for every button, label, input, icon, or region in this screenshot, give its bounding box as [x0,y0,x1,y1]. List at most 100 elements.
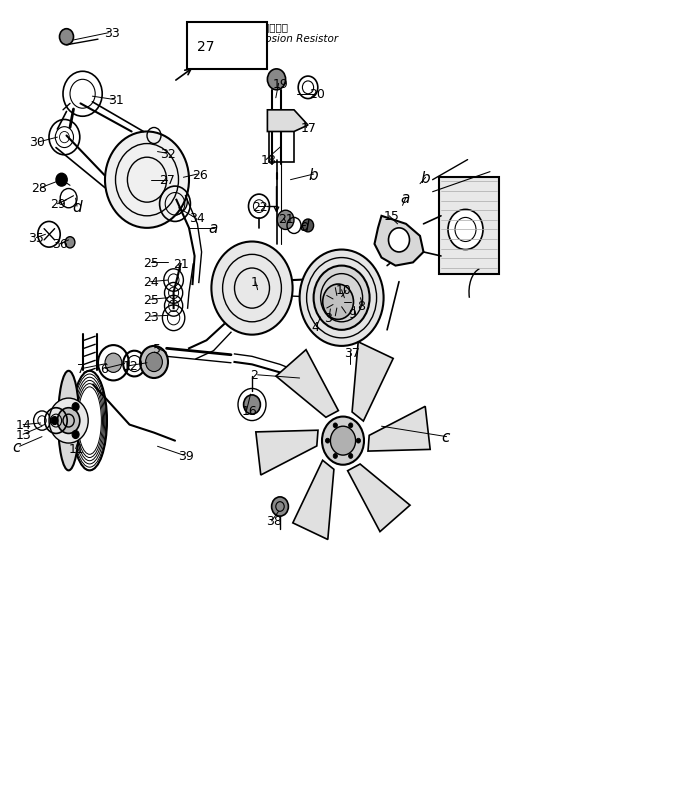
FancyBboxPatch shape [439,178,499,275]
Text: a: a [400,191,410,205]
Circle shape [322,417,364,465]
Circle shape [349,454,353,459]
Text: d: d [300,219,309,233]
Circle shape [333,423,337,428]
Text: 23: 23 [144,310,160,323]
Circle shape [60,30,74,46]
Text: c: c [441,430,449,444]
Text: 36: 36 [52,238,69,251]
Circle shape [277,211,294,230]
Text: 1: 1 [251,276,258,289]
Circle shape [51,417,58,425]
Text: 38: 38 [266,515,282,528]
Circle shape [56,174,67,187]
Text: 27: 27 [160,174,176,187]
Text: 25: 25 [144,257,160,269]
Text: a: a [209,221,218,236]
Circle shape [105,132,189,229]
Circle shape [146,353,162,372]
Circle shape [267,70,286,91]
Text: 24: 24 [144,276,160,289]
Circle shape [140,346,168,379]
Text: 10: 10 [336,284,352,297]
Text: 18: 18 [260,154,276,167]
Text: 21: 21 [279,213,295,225]
Text: 12: 12 [122,360,139,373]
Text: コロージョン レジスタ付: コロージョン レジスタ付 [216,22,288,32]
Ellipse shape [58,371,79,471]
Text: 31: 31 [108,94,125,107]
Ellipse shape [294,368,311,383]
Circle shape [326,439,330,444]
Text: 9: 9 [349,308,356,321]
Text: d: d [72,200,82,214]
Text: 17: 17 [301,122,317,135]
Circle shape [300,250,384,346]
Circle shape [323,285,354,320]
Polygon shape [293,460,334,540]
Text: 29: 29 [50,198,66,211]
Polygon shape [267,111,308,132]
Text: c: c [13,439,21,454]
Text: 8: 8 [357,300,365,313]
Ellipse shape [135,169,152,184]
Circle shape [65,237,75,249]
Circle shape [314,266,370,330]
Circle shape [72,403,79,411]
Text: 6: 6 [100,363,108,375]
Text: 28: 28 [32,182,48,195]
Circle shape [333,454,337,459]
Text: 11: 11 [69,443,85,456]
Polygon shape [256,431,318,476]
Polygon shape [374,217,423,266]
Circle shape [272,497,288,516]
Text: 14: 14 [16,419,32,431]
Polygon shape [348,464,410,532]
Circle shape [72,431,79,439]
Circle shape [389,229,410,253]
Text: 39: 39 [178,449,195,462]
Circle shape [57,408,80,434]
Text: 20: 20 [309,88,326,101]
Circle shape [302,220,314,233]
Circle shape [244,395,260,415]
Ellipse shape [228,38,245,55]
Text: 22: 22 [252,200,267,213]
Circle shape [356,439,360,444]
Text: 3: 3 [324,312,332,325]
Text: 35: 35 [28,232,44,245]
Text: b: b [308,168,318,182]
Text: 37: 37 [344,346,360,359]
Circle shape [330,427,356,456]
FancyBboxPatch shape [269,130,294,163]
Text: 27: 27 [197,39,215,54]
Text: 33: 33 [104,27,119,40]
Text: b: b [420,171,430,185]
Text: 34: 34 [189,212,204,225]
Text: 5: 5 [153,342,160,355]
Circle shape [49,399,88,444]
Text: 13: 13 [16,428,32,441]
Polygon shape [276,350,338,418]
Circle shape [211,242,293,335]
Circle shape [105,354,122,373]
Circle shape [349,423,353,428]
Text: 32: 32 [160,148,175,160]
Ellipse shape [309,375,318,383]
Text: 25: 25 [144,294,160,306]
Text: 26: 26 [193,168,209,181]
Text: 15: 15 [384,210,400,223]
Circle shape [448,210,483,250]
Text: 21: 21 [174,258,189,271]
FancyBboxPatch shape [187,23,267,70]
Text: 7: 7 [77,363,85,375]
Ellipse shape [142,166,166,187]
Polygon shape [368,407,430,452]
Polygon shape [352,342,393,422]
Ellipse shape [337,285,356,305]
Text: 16: 16 [241,405,258,418]
Text: With Corrosion Resistor: With Corrosion Resistor [216,34,337,43]
Text: 30: 30 [29,136,46,149]
Text: 19: 19 [273,78,288,91]
Text: 2: 2 [251,369,258,382]
